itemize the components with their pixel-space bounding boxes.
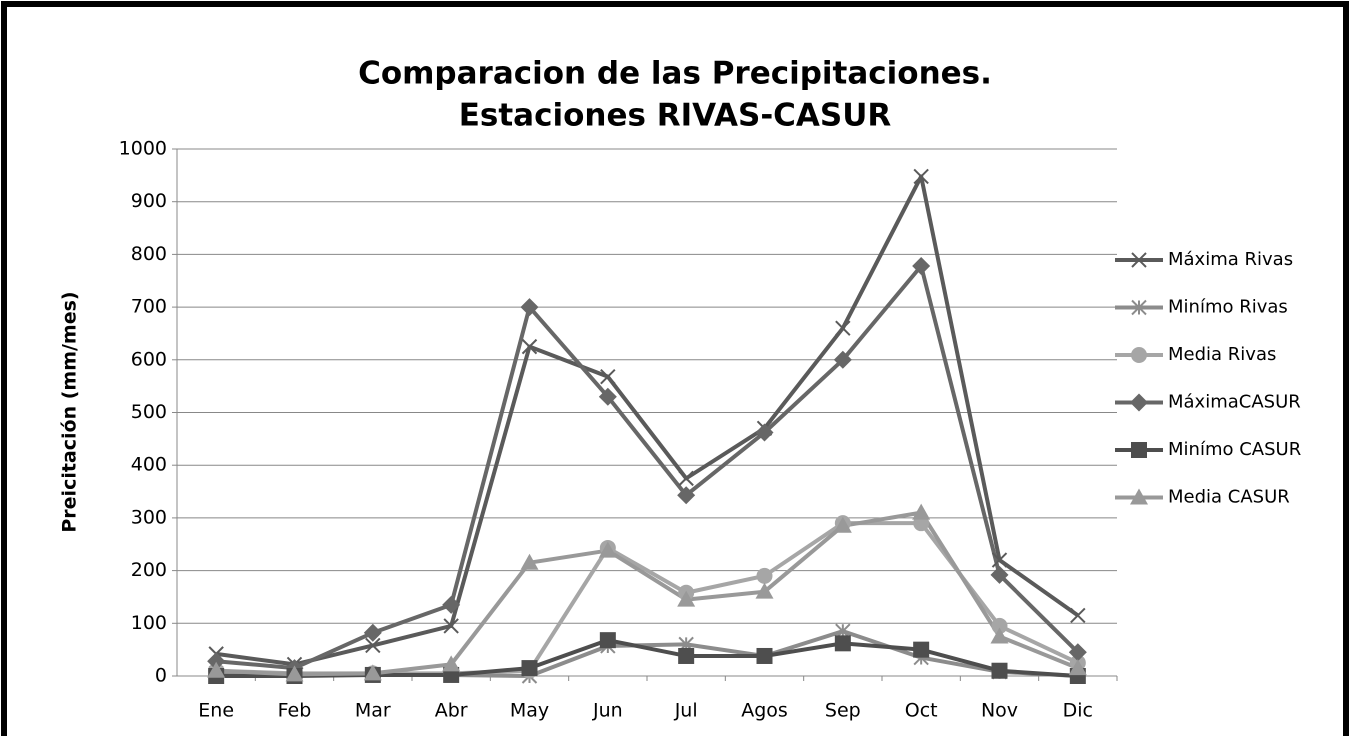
series-line — [215, 263, 1080, 671]
marker — [912, 503, 931, 520]
marker — [833, 516, 852, 533]
marker — [521, 660, 538, 677]
marker — [1068, 643, 1087, 662]
legend-label: Máxima Rivas — [1168, 249, 1293, 270]
x-tick-label: Oct — [905, 700, 938, 722]
y-tick-label: 0 — [155, 665, 167, 687]
marker — [365, 637, 381, 654]
marker — [756, 647, 773, 664]
marker — [521, 338, 538, 355]
marker — [755, 582, 774, 599]
legend-label: Minímo Rivas — [1168, 297, 1288, 318]
marker — [1130, 393, 1148, 412]
marker — [991, 552, 1008, 568]
marker — [913, 168, 929, 185]
chart-title: Comparacion de las Precipitaciones. — [358, 56, 992, 92]
marker — [990, 565, 1009, 584]
x-tick-label: Abr — [435, 700, 468, 722]
marker — [285, 665, 304, 682]
y-tick-label: 1000 — [119, 138, 167, 160]
marker — [755, 423, 774, 442]
marker — [443, 618, 459, 634]
y-tick-label: 900 — [131, 190, 167, 212]
marker — [599, 632, 616, 649]
x-tick-label: Sep — [825, 700, 861, 722]
x-tick-label: Jul — [674, 700, 698, 722]
y-tick-label: 200 — [131, 559, 167, 581]
marker — [677, 590, 696, 607]
legend-label: MáximaCASUR — [1168, 392, 1301, 413]
marker — [991, 617, 1008, 634]
marker — [363, 623, 382, 642]
x-tick-label: May — [510, 700, 549, 722]
marker — [442, 595, 461, 614]
marker — [678, 647, 695, 664]
marker — [520, 298, 539, 317]
legend-label: Minímo CASUR — [1168, 439, 1301, 460]
marker — [207, 652, 226, 671]
marker — [1131, 347, 1147, 363]
y-tick-label: 600 — [131, 348, 167, 370]
marker — [835, 320, 851, 336]
marker — [1131, 252, 1147, 268]
x-tick-label: Jun — [592, 700, 623, 722]
marker — [1130, 488, 1148, 505]
marker — [991, 662, 1008, 679]
marker — [834, 635, 851, 652]
y-tick-label: 800 — [131, 243, 167, 265]
y-tick-label: 100 — [131, 612, 167, 634]
legend-label: Media Rivas — [1168, 344, 1276, 365]
y-axis-label: Preicitación (mm/mes) — [59, 291, 81, 532]
marker — [1131, 442, 1147, 458]
marker — [1131, 299, 1147, 316]
marker — [442, 655, 461, 672]
marker — [1070, 607, 1086, 624]
y-tick-label: 700 — [131, 296, 167, 318]
marker — [677, 486, 696, 505]
marker — [756, 567, 773, 584]
marker — [833, 350, 852, 369]
x-tick-label: Nov — [981, 700, 1018, 722]
y-tick-label: 400 — [131, 454, 167, 476]
x-tick-label: Feb — [278, 700, 312, 722]
x-tick-label: Ene — [198, 700, 234, 722]
x-tick-label: Mar — [355, 700, 391, 722]
marker — [207, 661, 226, 678]
marker — [600, 368, 616, 385]
y-tick-label: 500 — [131, 401, 167, 423]
marker — [1068, 659, 1087, 676]
marker — [363, 664, 382, 681]
marker — [913, 641, 930, 658]
series-line — [215, 174, 1079, 667]
series-line — [216, 510, 1079, 677]
marker — [598, 541, 617, 558]
x-tick-label: Agos — [741, 700, 788, 722]
legend-label: Media CASUR — [1168, 487, 1290, 508]
chart-subtitle: Estaciones RIVAS-CASUR — [459, 98, 892, 134]
y-tick-label: 300 — [131, 506, 167, 528]
x-tick-label: Dic — [1063, 700, 1093, 722]
marker — [990, 627, 1009, 644]
marker — [520, 553, 539, 570]
marker — [598, 387, 617, 406]
marker — [912, 256, 931, 275]
marker — [678, 470, 694, 487]
